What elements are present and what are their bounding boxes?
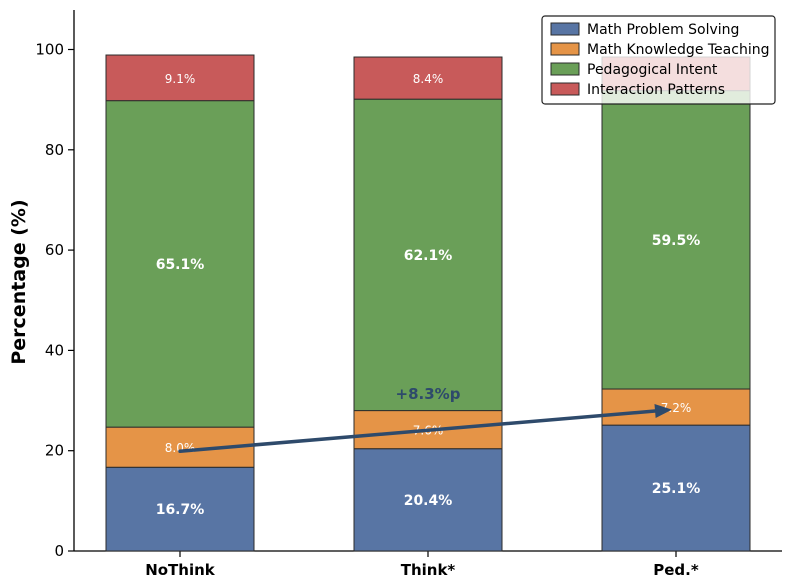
bar-segment	[105, 100, 255, 428]
y-tick-label: 40	[45, 341, 64, 359]
trend-arrow-head	[654, 404, 672, 418]
axes: 0 20 40 60 80 100 NoThink Think* Ped.*	[35, 10, 782, 579]
data-label: 16.7%	[156, 502, 205, 518]
y-tick-label: 80	[45, 141, 64, 159]
bars-group	[105, 54, 751, 552]
bar-segment	[105, 54, 255, 102]
bar-segment	[353, 98, 503, 412]
legend: Math Problem Solving Math Knowledge Teach…	[541, 15, 776, 105]
data-label: 20.4%	[404, 493, 453, 509]
y-tick-label: 100	[35, 41, 64, 59]
bar-segment	[601, 388, 751, 426]
x-tick-label: Ped.*	[653, 561, 699, 579]
y-tick-label: 20	[45, 442, 64, 460]
x-tick-label: Think*	[401, 561, 456, 579]
data-label: 8.0%	[165, 441, 196, 455]
bar-segment	[601, 90, 751, 390]
legend-swatch	[550, 82, 580, 96]
data-label: 9.1%	[165, 72, 196, 86]
data-label: 62.1%	[404, 248, 453, 264]
y-tick-label: 0	[54, 542, 64, 560]
data-label: 8.4%	[413, 72, 444, 86]
legend-label: Math Knowledge Teaching	[587, 42, 769, 58]
y-tick-label: 60	[45, 241, 64, 259]
legend-swatch	[550, 42, 580, 56]
annotation-group: +8.3%p	[178, 385, 672, 453]
legend-label: Pedagogical Intent	[587, 62, 718, 78]
legend-swatch	[550, 22, 580, 36]
annotation-label: +8.3%p	[396, 385, 461, 403]
y-axis-label: Percentage (%)	[8, 199, 30, 364]
bar-segment	[601, 424, 751, 552]
x-tick-label: NoThink	[145, 561, 216, 579]
data-label: 7.2%	[661, 401, 692, 415]
legend-label: Math Problem Solving	[587, 22, 739, 38]
bar-segment	[353, 448, 503, 552]
data-label: 59.5%	[652, 233, 701, 249]
data-label: 65.1%	[156, 257, 205, 273]
legend-label: Interaction Patterns	[587, 82, 725, 98]
legend-box	[541, 15, 776, 105]
bar-segment	[353, 56, 503, 100]
bar-segment	[105, 466, 255, 552]
trend-arrow-line	[178, 409, 657, 453]
segment-labels: 16.7%8.0%65.1%9.1%20.4%7.6%62.1%8.4%25.1…	[156, 72, 701, 518]
data-label: 25.1%	[652, 481, 701, 497]
legend-swatch	[550, 62, 580, 76]
